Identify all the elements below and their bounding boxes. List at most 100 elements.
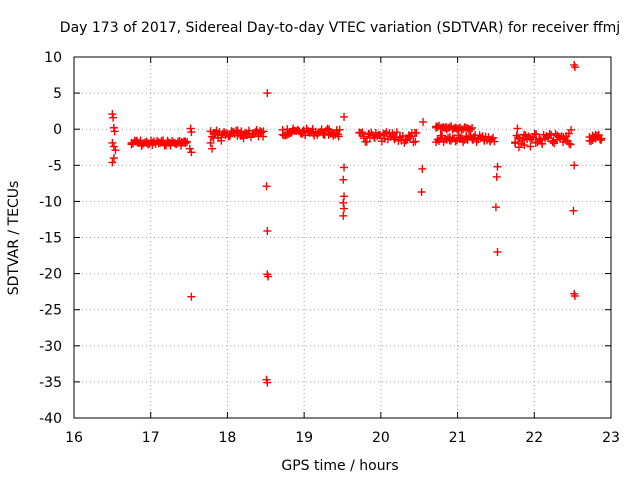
data-point xyxy=(396,133,405,142)
band-point xyxy=(456,133,465,142)
data-point xyxy=(263,378,272,387)
data-point xyxy=(339,198,348,207)
data-point xyxy=(544,133,553,142)
data-point xyxy=(390,135,399,144)
data-point xyxy=(359,132,368,141)
data-point xyxy=(480,136,489,145)
data-point xyxy=(462,133,471,142)
data-point xyxy=(303,128,312,137)
data-point xyxy=(109,142,118,151)
data-point xyxy=(375,130,384,139)
y-tick-label: 5 xyxy=(53,86,62,102)
data-point xyxy=(457,134,466,143)
y-tick-label: -15 xyxy=(39,231,62,247)
data-point xyxy=(340,204,349,213)
data-point xyxy=(513,124,522,133)
data-point xyxy=(142,138,151,147)
data-point xyxy=(419,117,428,126)
data-point xyxy=(187,128,196,137)
data-point xyxy=(531,138,540,147)
data-point xyxy=(108,138,117,147)
data-point xyxy=(160,140,169,149)
data-point xyxy=(294,125,303,134)
x-tick-label: 20 xyxy=(372,430,390,446)
data-point xyxy=(208,144,217,153)
data-point xyxy=(585,136,594,145)
data-point xyxy=(224,132,233,141)
data-point xyxy=(355,128,364,137)
data-point xyxy=(186,124,195,133)
data-point xyxy=(324,130,333,139)
data-point xyxy=(597,136,606,145)
data-point xyxy=(137,141,146,150)
data-point xyxy=(288,126,297,135)
data-point xyxy=(553,131,562,140)
data-point xyxy=(165,138,174,147)
axis-ticks xyxy=(73,56,612,419)
x-tick-label: 22 xyxy=(525,430,543,446)
band-point xyxy=(239,134,248,143)
y-tick-label: 10 xyxy=(44,50,62,66)
data-point xyxy=(298,127,307,136)
data-point xyxy=(339,211,348,220)
band-point xyxy=(520,130,529,139)
data-point xyxy=(263,227,272,236)
data-point xyxy=(233,131,242,140)
band-point xyxy=(514,133,523,142)
data-point xyxy=(340,112,349,121)
data-point xyxy=(570,291,579,300)
data-point xyxy=(432,123,441,132)
data-point xyxy=(520,141,529,150)
data-point xyxy=(248,129,257,138)
data-point xyxy=(206,138,215,147)
y-tick-label: -40 xyxy=(39,411,62,427)
data-point xyxy=(436,131,445,140)
y-tick-labels: 10 5 0 -5 -10 -15 -20 -25 -30 -35 -40 xyxy=(39,50,62,427)
y-tick-label: -5 xyxy=(48,158,62,174)
data-point xyxy=(493,162,502,171)
y-tick-label: -10 xyxy=(39,194,62,210)
y-tick-label: -35 xyxy=(39,375,62,391)
data-point xyxy=(340,192,349,201)
data-point xyxy=(567,125,576,134)
data-point xyxy=(132,136,141,145)
data-point xyxy=(187,148,196,157)
x-tick-label: 16 xyxy=(65,430,83,446)
data-point xyxy=(339,175,348,184)
data-point xyxy=(217,136,226,145)
band-point xyxy=(323,124,332,133)
data-point xyxy=(474,135,483,144)
data-point xyxy=(514,143,523,152)
x-tick-label: 23 xyxy=(602,430,620,446)
data-point xyxy=(109,123,118,132)
data-point xyxy=(108,158,117,167)
data-point xyxy=(185,144,194,153)
data-point xyxy=(329,131,338,140)
data-point xyxy=(417,188,426,197)
x-axis-title: GPS time / hours xyxy=(281,458,398,474)
data-point xyxy=(154,138,163,147)
band-point xyxy=(536,135,545,144)
grid-lines xyxy=(74,57,611,418)
y-tick-label: 0 xyxy=(53,122,62,138)
y-tick-label: -20 xyxy=(39,267,62,283)
data-point xyxy=(569,206,578,215)
data-point xyxy=(110,127,119,136)
data-point xyxy=(108,110,117,119)
data-point xyxy=(549,136,558,145)
data-point xyxy=(111,146,120,155)
data-point xyxy=(491,203,500,212)
chart-title: Day 173 of 2017, Sidereal Day-to-day VTE… xyxy=(60,20,620,36)
band-point xyxy=(566,140,575,149)
data-point xyxy=(411,137,420,146)
data-point xyxy=(386,132,395,141)
data-point xyxy=(177,138,186,147)
data-point xyxy=(445,133,454,142)
data-point xyxy=(340,163,349,172)
band-point xyxy=(392,128,401,137)
data-point xyxy=(526,142,535,151)
data-point xyxy=(148,141,157,150)
data-point xyxy=(492,172,501,181)
data-point xyxy=(109,113,118,122)
data-point xyxy=(511,138,520,147)
